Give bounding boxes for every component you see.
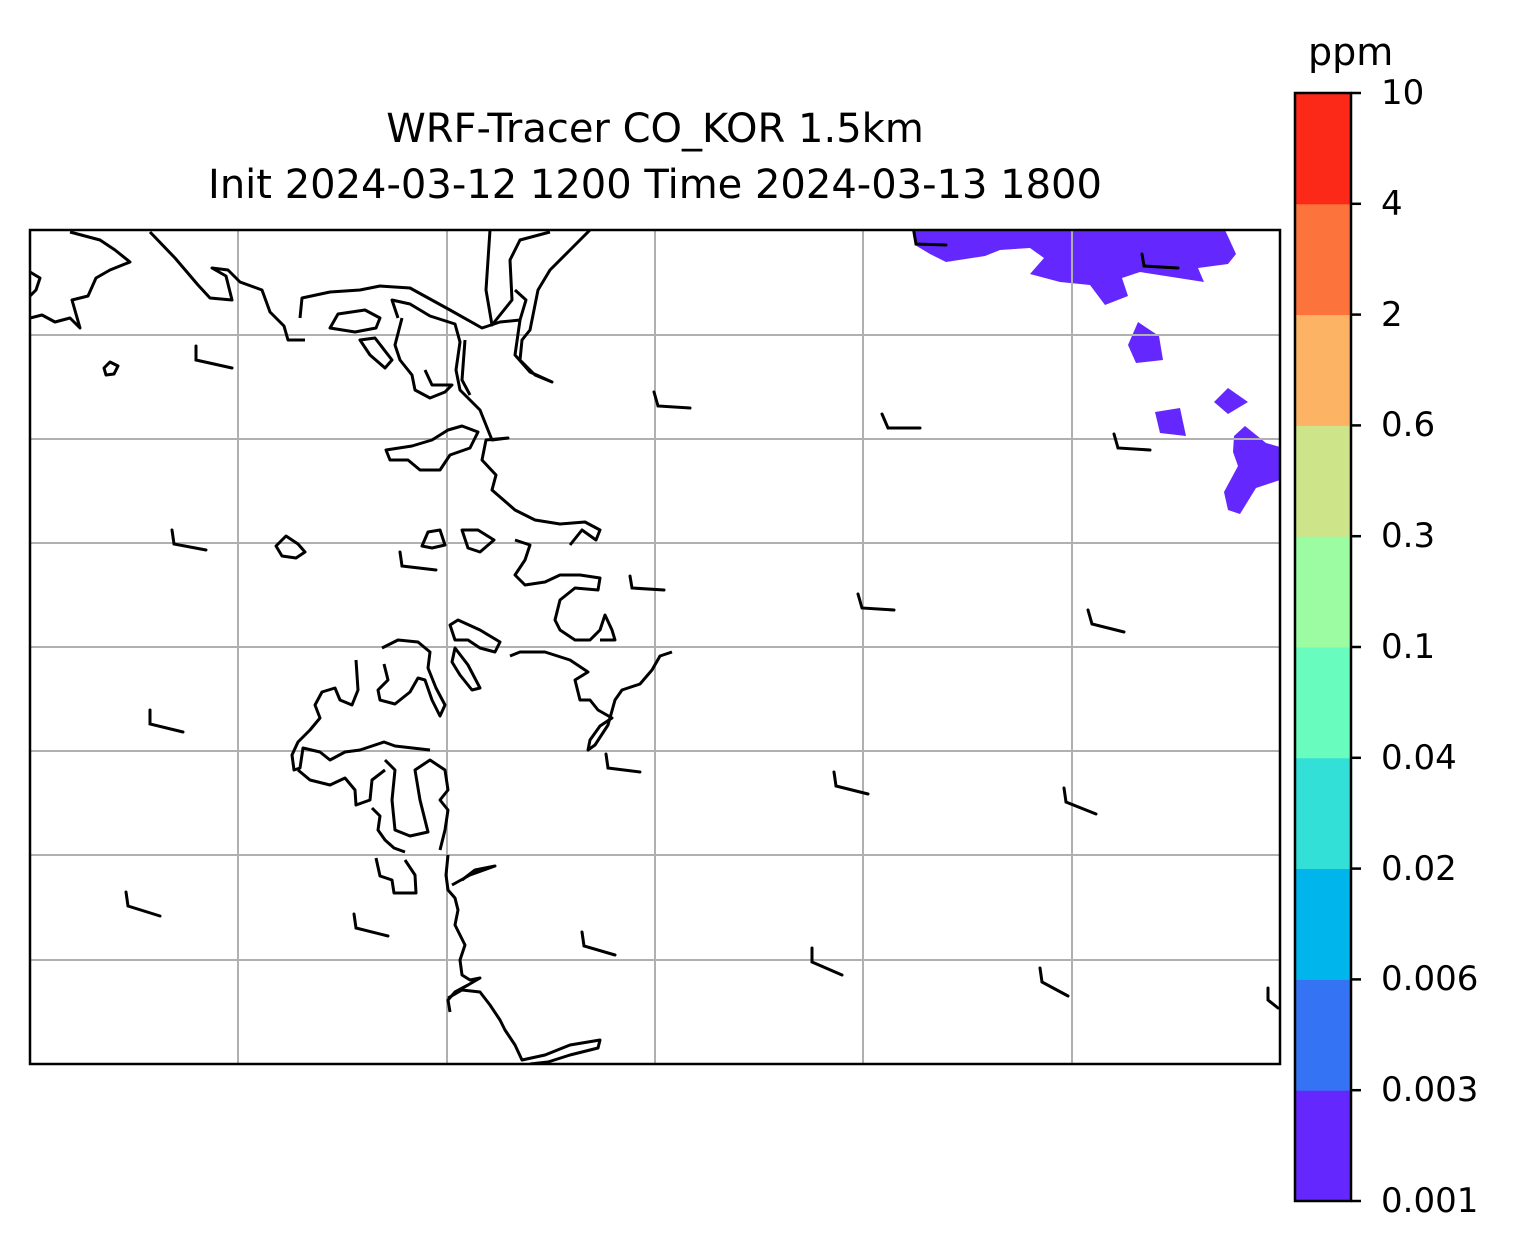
coastline	[358, 336, 394, 370]
colorbar-frame	[1293, 91, 1353, 1203]
colorbar-tick-label: 2	[1381, 294, 1403, 335]
coastline	[448, 618, 502, 654]
coastline	[420, 528, 447, 550]
wind-barb	[652, 390, 692, 410]
coastline	[102, 360, 120, 377]
wind-barb	[1140, 252, 1180, 270]
wind-barb	[148, 708, 185, 734]
colorbar	[1295, 91, 1361, 1203]
colorbar-segment	[1295, 979, 1351, 1091]
wind-barb	[1062, 786, 1098, 816]
coastline	[513, 538, 617, 642]
coastline	[509, 650, 673, 752]
colorbar-segment	[1295, 425, 1351, 537]
wind-barb	[1112, 432, 1152, 452]
wind-barb	[580, 930, 617, 957]
coastline	[460, 339, 472, 396]
coastline	[370, 806, 406, 854]
colorbar-segment	[1295, 93, 1351, 205]
colorbar-tick-label: 0.3	[1381, 516, 1436, 557]
map-title-line2: Init 2024-03-12 1200 Time 2024-03-13 180…	[208, 162, 1102, 208]
coastline	[450, 646, 482, 692]
wind-barb	[604, 752, 642, 774]
coastline	[390, 298, 602, 546]
tracer-area	[1128, 322, 1163, 363]
coastline	[376, 638, 447, 718]
wind-barb	[1086, 608, 1126, 634]
coastline	[297, 768, 386, 807]
wind-barb	[856, 592, 896, 612]
coastline	[30, 230, 132, 330]
colorbar-tick-label: 0.006	[1381, 959, 1479, 1000]
colorbar-tick-label: 0.04	[1381, 737, 1457, 778]
colorbar-tick-label: 0.001	[1381, 1181, 1479, 1221]
tracer-area	[1214, 388, 1248, 414]
colorbar-segment	[1295, 536, 1351, 648]
coastline	[290, 659, 431, 772]
colorbar-tick-label: 0.1	[1381, 627, 1436, 667]
colorbar-tick-label: 4	[1381, 183, 1403, 224]
tracer-area	[1224, 426, 1280, 514]
coastline	[447, 988, 602, 1064]
map-title-line1: WRF-Tracer CO_KOR 1.5km	[386, 106, 924, 152]
coastline	[513, 230, 592, 384]
wind-barb	[124, 890, 162, 918]
colorbar-segment	[1295, 647, 1351, 759]
coastline	[328, 308, 382, 334]
coastline	[460, 528, 496, 554]
colorbar-tick-label: 0.02	[1381, 848, 1457, 889]
gridlines	[30, 230, 1280, 1064]
coastline	[374, 857, 418, 895]
coastline	[148, 230, 305, 342]
colorbar-unit-label: ppm	[1308, 30, 1394, 74]
wind-barb	[398, 550, 438, 572]
coastlines	[30, 230, 673, 1064]
coastline	[298, 284, 528, 330]
coastline	[451, 864, 497, 887]
colorbar-tick-label: 10	[1381, 73, 1425, 113]
colorbar-tick-label: 0.003	[1381, 1070, 1479, 1111]
coastline	[383, 758, 450, 851]
co-tracer-field	[912, 230, 1280, 514]
coastline	[30, 270, 42, 298]
colorbar-segment	[1295, 314, 1351, 426]
wind-barb	[1266, 986, 1280, 1010]
wind-barb	[810, 946, 844, 977]
colorbar-segment	[1295, 868, 1351, 980]
coastline	[444, 854, 482, 1013]
wind-barb	[880, 412, 922, 430]
colorbar-segment	[1295, 1090, 1351, 1202]
coastline	[384, 424, 480, 472]
wind-barbs	[124, 230, 1280, 1010]
wind-barb	[170, 528, 208, 552]
wind-barb	[1038, 966, 1070, 998]
wind-barb	[912, 230, 948, 247]
tracer-area	[1155, 408, 1186, 436]
wind-barb	[352, 912, 390, 938]
wind-barb	[194, 344, 234, 370]
map-frame	[28, 228, 1282, 1066]
colorbar-segment	[1295, 757, 1351, 870]
colorbar-segment	[1295, 203, 1351, 316]
wind-barb	[628, 574, 666, 592]
coastline	[274, 534, 307, 560]
tracer-area	[912, 230, 1236, 305]
colorbar-tick-label: 0.6	[1381, 405, 1436, 446]
coastline	[393, 317, 454, 400]
coastline	[484, 230, 551, 327]
wind-barb	[832, 770, 870, 796]
